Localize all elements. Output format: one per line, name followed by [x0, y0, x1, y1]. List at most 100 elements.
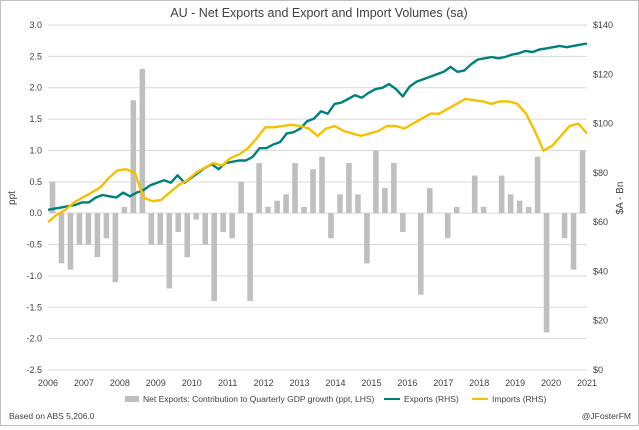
net-exports-bar — [319, 156, 325, 214]
net-exports-bar — [265, 206, 271, 214]
x-tick-label: 2010 — [182, 378, 202, 388]
left-tick-label: 0.5 — [29, 177, 42, 187]
right-tick-label: $40 — [593, 266, 608, 276]
net-exports-bar — [184, 213, 191, 258]
source-note: Based on ABS 5,206.0 — [9, 411, 95, 421]
net-exports-bar — [310, 169, 316, 214]
right-tick-label: $140 — [593, 20, 613, 30]
net-exports-bar — [202, 213, 208, 245]
net-exports-bar — [220, 213, 226, 232]
net-exports-bar — [471, 175, 478, 214]
credit-note: @JFosterFM — [582, 411, 631, 421]
x-tick-label: 2016 — [397, 378, 417, 388]
net-exports-bar — [148, 213, 155, 245]
x-tick-label: 2013 — [290, 378, 310, 388]
right-axis-ticks: $0 $20 $40 $60 $80 $100 $120 $140 — [593, 20, 613, 375]
net-exports-bar — [453, 206, 460, 214]
x-tick-label: 2015 — [361, 378, 381, 388]
right-tick-label: $20 — [593, 316, 608, 326]
net-exports-bar — [346, 163, 352, 214]
left-tick-label: 2.0 — [29, 83, 42, 93]
net-exports-bar — [525, 206, 532, 214]
net-exports-bar — [543, 213, 550, 333]
net-exports-bar — [274, 200, 280, 214]
right-tick-label: $100 — [593, 119, 613, 129]
net-exports-bar — [427, 188, 433, 214]
net-exports-bar — [328, 213, 334, 239]
x-tick-label: 2011 — [218, 378, 237, 388]
net-exports-bar — [283, 194, 289, 214]
net-exports-bar — [444, 213, 451, 239]
net-exports-bar — [157, 213, 164, 245]
left-tick-label: -1.0 — [26, 271, 42, 281]
x-tick-label: 2012 — [254, 378, 274, 388]
x-tick-label: 2008 — [110, 378, 130, 388]
net-exports-bar — [579, 150, 586, 214]
net-exports-bar — [507, 194, 514, 214]
net-exports-bar — [247, 213, 253, 301]
net-exports-bar — [391, 163, 397, 214]
legend-label-exports: Exports (RHS) — [404, 394, 459, 404]
net-exports-bar — [561, 213, 568, 239]
net-exports-bar — [85, 213, 92, 245]
left-tick-label: 1.0 — [29, 145, 42, 155]
net-exports-bar — [256, 163, 262, 214]
net-exports-bar — [58, 213, 65, 264]
left-tick-label: 3.0 — [29, 20, 42, 30]
net-exports-bar — [112, 213, 119, 283]
gridlines — [48, 24, 587, 371]
legend-label-net-exports: Net Exports: Contribution to Quarterly G… — [143, 394, 374, 404]
net-exports-bar — [229, 213, 235, 239]
x-tick-label: 2014 — [325, 378, 345, 388]
net-exports-bar — [570, 213, 577, 270]
net-exports-bar — [516, 200, 523, 214]
left-axis-label: ppt — [7, 191, 18, 205]
left-tick-label: -0.5 — [26, 240, 42, 250]
right-tick-label: $80 — [593, 168, 608, 178]
x-tick-label: 2017 — [433, 378, 453, 388]
net-exports-bar — [211, 213, 217, 301]
left-axis-ticks: -2.5 -2.0 -1.5 -1.0 -0.5 0.0 0.5 1.0 1.5 2.0 2.5 3.… — [26, 20, 42, 375]
net-exports-bar — [121, 206, 128, 214]
chart-title: AU - Net Exports and Export and Import V… — [170, 6, 467, 20]
net-exports-bar — [498, 175, 505, 214]
net-exports-bar — [139, 68, 146, 214]
net-exports-bar — [103, 213, 110, 239]
net-exports-bar — [130, 100, 137, 214]
net-exports-bar — [238, 181, 244, 214]
line-series — [47, 42, 588, 224]
right-tick-label: $0 — [593, 365, 603, 375]
left-tick-label: 0.0 — [29, 208, 42, 218]
x-tick-label: 2021 — [577, 378, 597, 388]
right-axis-label: $A - Bn — [615, 182, 626, 215]
net-exports-bar — [193, 213, 200, 220]
x-tick-label: 2019 — [505, 378, 525, 388]
net-exports-bar — [175, 213, 182, 232]
net-exports-bar — [534, 156, 541, 214]
right-tick-label: $120 — [593, 69, 613, 79]
net-exports-bar — [382, 188, 388, 214]
left-tick-label: -1.5 — [26, 302, 42, 312]
net-exports-bar — [166, 213, 173, 289]
legend-swatch-net-exports — [125, 396, 139, 402]
left-tick-label: -2.5 — [26, 365, 42, 375]
x-tick-label: 2020 — [541, 378, 561, 388]
right-tick-label: $60 — [593, 217, 608, 227]
net-exports-bar — [355, 194, 361, 214]
left-tick-label: 1.5 — [29, 114, 42, 124]
x-axis-ticks: 2006 2007 2008 2009 2010 2011 2012 2013 2014 2015… — [38, 378, 597, 388]
left-tick-label: -2.0 — [26, 334, 42, 344]
bar-series — [49, 68, 586, 333]
net-exports-bar — [400, 213, 406, 232]
x-tick-label: 2006 — [38, 378, 58, 388]
net-exports-bar — [292, 163, 298, 214]
legend-label-imports: Imports (RHS) — [492, 394, 546, 404]
net-exports-bar — [49, 181, 56, 214]
net-exports-bar — [418, 213, 424, 295]
exports-line — [47, 42, 588, 211]
imports-line — [47, 97, 588, 224]
x-tick-label: 2007 — [74, 378, 94, 388]
net-exports-bar — [301, 206, 307, 214]
legend: Net Exports: Contribution to Quarterly G… — [125, 394, 546, 404]
x-tick-label: 2018 — [469, 378, 489, 388]
